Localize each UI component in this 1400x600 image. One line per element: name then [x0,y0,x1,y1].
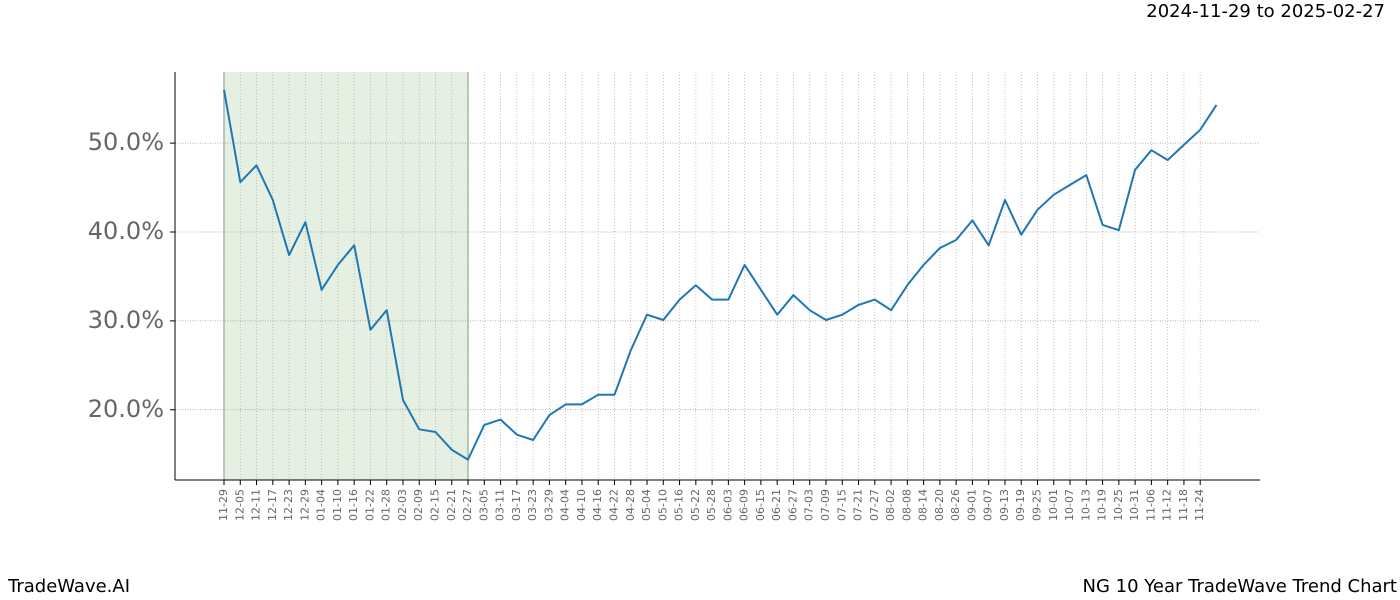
x-tick-label: 02-27 [461,489,474,521]
x-tick-label: 03-29 [542,489,555,521]
x-tick-label: 02-15 [429,489,442,521]
x-tick-label: 05-28 [705,489,718,521]
y-tick-label: 40.0% [88,217,164,245]
x-tick-label: 07-09 [819,489,832,521]
chart-title: NG 10 Year TradeWave Trend Chart [1083,576,1397,597]
x-tick-label: 01-04 [315,489,328,521]
trend-line [223,89,1218,461]
date-range: 2024-11-29 to 2025-02-27 [1146,1,1385,22]
x-tick-label: 04-16 [591,489,604,521]
x-tick-label: 12-17 [266,489,279,521]
x-tick-label: 09-01 [965,489,978,521]
x-tick-label: 12-05 [233,489,246,521]
x-tick-label: 06-15 [754,489,767,521]
x-tick-label: 05-22 [689,489,702,521]
x-tick-label: 08-02 [884,489,897,521]
x-tick-label: 01-28 [380,489,393,521]
brand: TradeWave.AI [7,576,130,597]
x-tick-label: 11-18 [1177,489,1190,521]
x-tick-label: 11-12 [1161,489,1174,521]
x-tick-label: 02-03 [396,489,409,521]
x-tick-label: 07-27 [868,489,881,521]
x-tick-label: 05-16 [673,489,686,521]
x-tick-label: 03-11 [494,489,507,521]
y-tick-label: 30.0% [88,306,164,334]
x-tick-label: 04-10 [575,489,588,521]
x-tick-label: 07-03 [803,489,816,521]
x-tick-label: 03-23 [526,489,539,521]
x-tick-label: 12-11 [250,489,263,521]
x-tick-label: 08-08 [900,489,913,521]
x-tick-label: 04-22 [607,489,620,521]
shaded-region [224,72,469,480]
x-tick-label: 10-31 [1128,489,1141,521]
x-tick-label: 03-05 [477,489,490,521]
x-tick-label: 10-13 [1079,489,1092,521]
x-tick-label: 06-09 [738,489,751,521]
x-tick-label: 08-20 [933,489,946,521]
x-tick-label: 06-03 [721,489,734,521]
x-tick-label: 12-23 [282,489,295,521]
x-tick-label: 09-13 [998,489,1011,521]
x-tick-label: 07-15 [835,489,848,521]
x-tick-label: 09-07 [982,489,995,521]
y-tick-label: 20.0% [88,395,164,423]
x-tick-label: 10-25 [1112,489,1125,521]
x-tick-label: 08-14 [917,489,930,521]
x-tick-label: 04-28 [624,489,637,521]
x-tick-label: 04-04 [559,489,572,521]
x-tick-label: 08-26 [949,489,962,521]
x-tick-label: 11-24 [1193,489,1206,521]
x-tick-label: 05-10 [656,489,669,521]
x-tick-label: 07-21 [852,489,865,521]
x-tick-label: 01-10 [331,489,344,521]
x-tick-label: 02-21 [445,489,458,521]
x-tick-label: 10-01 [1047,489,1060,521]
x-tick-label: 10-07 [1063,489,1076,521]
x-tick-label: 09-25 [1031,489,1044,521]
x-tick-label: 01-16 [347,489,360,521]
x-tick-label: 11-29 [217,489,230,521]
y-tick-label: 50.0% [88,128,164,156]
x-tick-label: 06-27 [786,489,799,521]
x-tick-label: 02-09 [412,489,425,521]
x-tick-label: 05-04 [640,489,653,521]
x-tick-label: 06-21 [770,489,783,521]
x-tick-label: 01-22 [363,489,376,521]
x-tick-label: 09-19 [1014,489,1027,521]
x-tick-label: 03-17 [510,489,523,521]
x-tick-label: 12-29 [298,489,311,521]
x-tick-label: 11-06 [1144,489,1157,521]
x-tick-label: 10-19 [1096,489,1109,521]
